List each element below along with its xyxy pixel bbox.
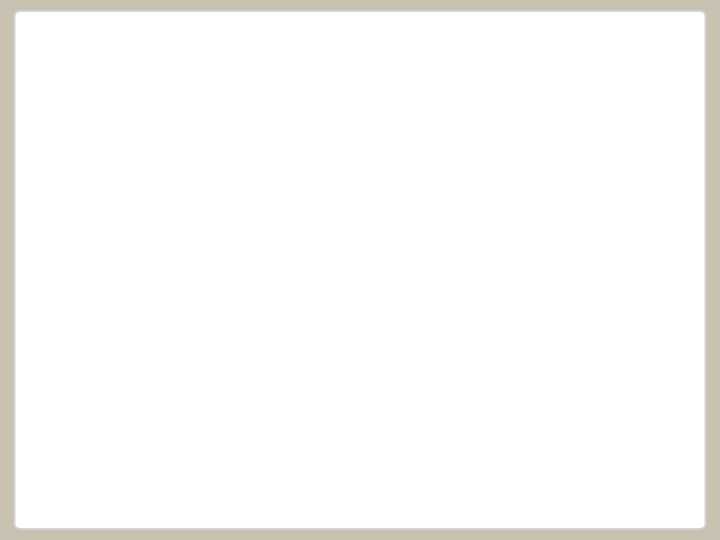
Text: o b: o b [474,439,489,449]
Text: Figure 4.15: Figure 4.15 [121,493,189,503]
FancyBboxPatch shape [112,308,490,510]
Text: SOURCE TRANSFORMATION: SOURCE TRANSFORMATION [50,49,478,77]
Text: s: s [575,168,580,177]
Text: $v_s$: $v_s$ [112,391,125,403]
Text: $v_s = i_s R$: $v_s = i_s R$ [557,335,621,356]
Text: s: s [325,195,330,204]
Text: source transformation: source transformation [67,170,234,183]
Text: series-parallel and wye – delta ).: series-parallel and wye – delta ). [76,132,386,147]
Text: o a: o a [474,340,489,349]
Text: in series: in series [583,170,644,183]
FancyBboxPatch shape [43,162,673,240]
Text: is the process of replacing a voltage source v: is the process of replacing a voltage so… [220,170,528,183]
Text: Transformation of independent sources.: Transformation of independent sources. [205,493,426,503]
Text: with a resistor R by a current source i: with a resistor R by a current source i [54,197,310,210]
Text: R: R [236,316,243,327]
Text: R: R [481,389,489,399]
Text: in parallel with a resistor R, or vice verse.: in parallel with a resistor R, or vice v… [333,197,620,210]
Text: $i_s$: $i_s$ [388,413,397,427]
Circle shape [384,372,444,417]
Text: •: • [50,108,61,126]
Text: A: A [54,170,68,183]
FancyBboxPatch shape [515,316,662,489]
Text: •: • [50,265,61,282]
Text: +: + [157,390,167,403]
Text: o b: o b [323,435,338,445]
Text: $i_s = \dfrac{v_s}{R}$: $i_s = \dfrac{v_s}{R}$ [562,409,616,444]
Text: o a: o a [323,343,338,353]
Text: Source transformation is another tool for simplifying circuits (like: Source transformation is another tool fo… [76,105,696,120]
Circle shape [132,374,192,420]
Text: Basic to these tools is the concept of equivalence.: Basic to these tools is the concept of e… [76,262,541,277]
